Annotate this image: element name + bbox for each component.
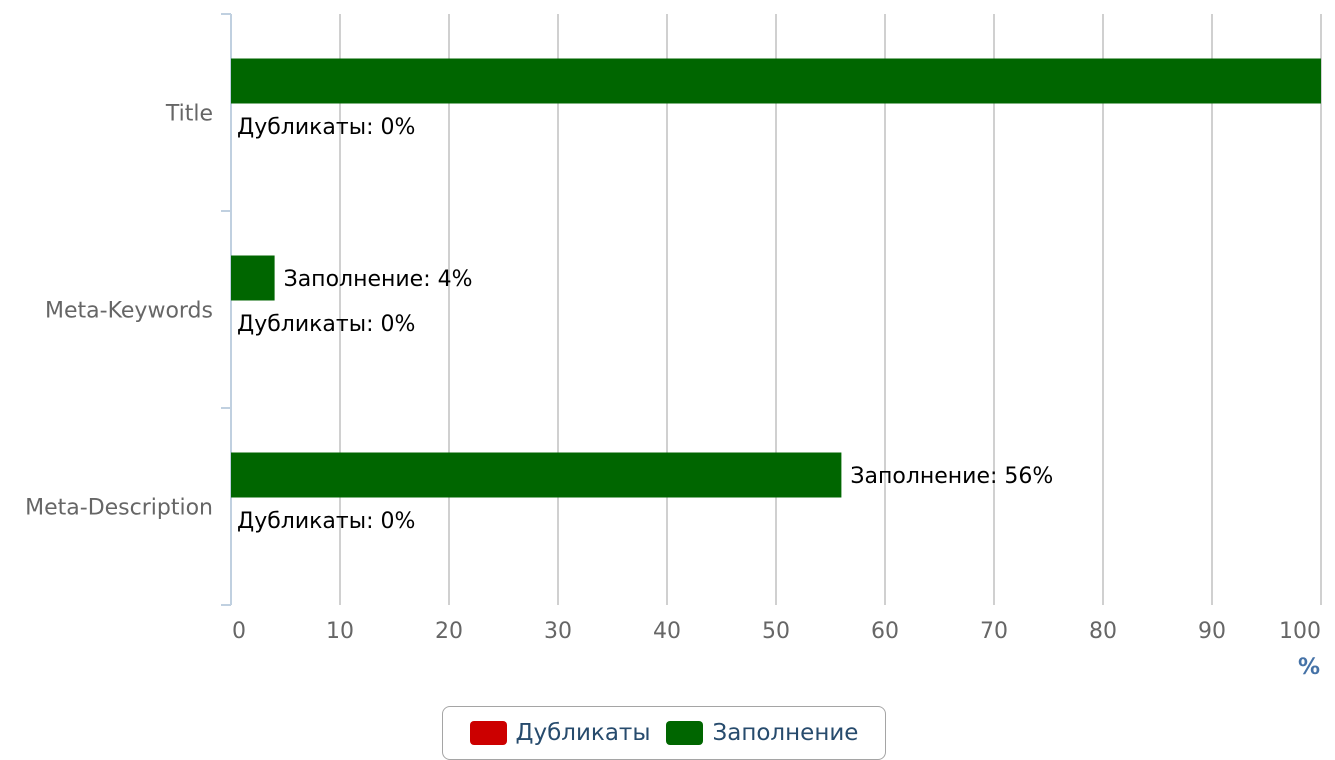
legend-item-duplicates[interactable]: Дубликаты — [469, 720, 651, 746]
data-label-fill: Заполнение: 56% — [850, 464, 1053, 489]
bar-fill[interactable] — [231, 255, 275, 301]
legend-label-duplicates: Дубликаты — [515, 720, 651, 746]
legend-item-fill[interactable]: Заполнение — [666, 720, 858, 746]
data-labels: Дубликаты: 0% Заполнение: 4% Дубликаты: 0%… — [237, 115, 1053, 534]
legend-swatch-fill — [666, 721, 704, 745]
x-tick-label: 100 — [1279, 619, 1321, 644]
x-tick-label: 10 — [326, 619, 354, 644]
bar-fill[interactable] — [231, 452, 842, 498]
x-tick-label: 20 — [435, 619, 463, 644]
data-label-fill: Заполнение: 4% — [284, 267, 473, 292]
legend-label-fill: Заполнение — [712, 720, 859, 746]
legend: Дубликаты Заполнение — [442, 706, 886, 760]
bar-chart: Title Meta-Keywords Meta-Description Дубли… — [25, 13, 1322, 680]
x-tick-label: 60 — [871, 619, 899, 644]
category-axis: Title Meta-Keywords Meta-Description — [25, 13, 232, 606]
category-label: Meta-Keywords — [45, 299, 213, 324]
x-axis-title: % — [1298, 655, 1320, 680]
x-tick-label: 90 — [1198, 619, 1226, 644]
x-tick-label: 0 — [232, 619, 246, 644]
x-tick-label: 40 — [653, 619, 681, 644]
x-tick-label: 30 — [544, 619, 572, 644]
category-label: Title — [165, 102, 213, 127]
x-tick-label: 80 — [1089, 619, 1117, 644]
data-label-duplicates: Дубликаты: 0% — [237, 115, 415, 140]
x-tick-labels: 0 10 20 30 40 50 60 70 80 90 100 — [232, 619, 1321, 644]
legend-swatch-duplicates — [469, 721, 507, 745]
data-label-duplicates: Дубликаты: 0% — [237, 312, 415, 337]
category-label: Meta-Description — [25, 496, 213, 521]
bars — [231, 58, 1321, 498]
data-label-duplicates: Дубликаты: 0% — [237, 509, 415, 534]
x-tick-label: 50 — [762, 619, 790, 644]
gridlines — [339, 14, 1322, 605]
x-tick-label: 70 — [980, 619, 1008, 644]
bar-fill[interactable] — [231, 58, 1321, 104]
